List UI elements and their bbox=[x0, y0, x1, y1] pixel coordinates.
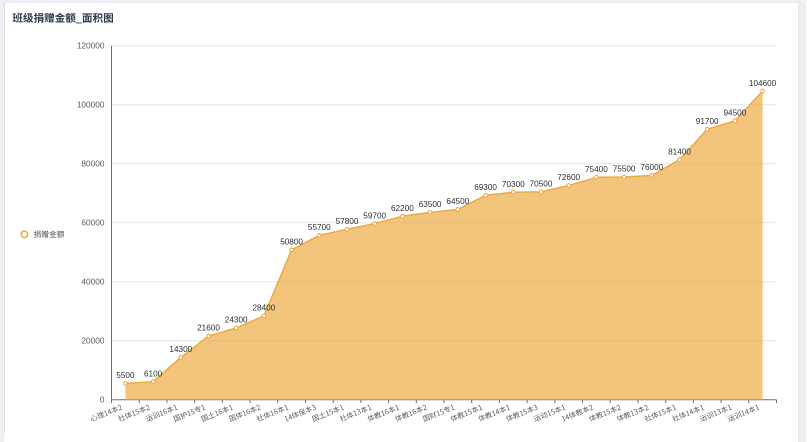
svg-text:64500: 64500 bbox=[446, 197, 469, 206]
svg-text:14300: 14300 bbox=[169, 345, 192, 354]
svg-text:70500: 70500 bbox=[530, 179, 553, 188]
svg-text:55700: 55700 bbox=[308, 223, 331, 232]
svg-text:20000: 20000 bbox=[81, 335, 104, 345]
svg-text:76000: 76000 bbox=[640, 163, 663, 172]
svg-text:24300: 24300 bbox=[225, 316, 248, 325]
svg-text:63500: 63500 bbox=[419, 200, 442, 209]
svg-text:0: 0 bbox=[100, 394, 105, 404]
svg-text:5500: 5500 bbox=[116, 371, 135, 380]
svg-text:59700: 59700 bbox=[363, 211, 386, 220]
svg-text:104600: 104600 bbox=[749, 79, 777, 88]
svg-text:21600: 21600 bbox=[197, 324, 220, 333]
svg-text:70300: 70300 bbox=[502, 180, 525, 189]
svg-text:80000: 80000 bbox=[81, 158, 104, 168]
svg-text:60000: 60000 bbox=[81, 217, 104, 227]
svg-text:81400: 81400 bbox=[668, 147, 691, 156]
svg-text:6100: 6100 bbox=[144, 369, 163, 378]
svg-text:57800: 57800 bbox=[336, 217, 359, 226]
svg-text:94500: 94500 bbox=[724, 109, 747, 118]
svg-text:91700: 91700 bbox=[696, 117, 719, 126]
svg-text:100000: 100000 bbox=[77, 99, 105, 109]
svg-text:120000: 120000 bbox=[77, 40, 105, 50]
svg-text:75400: 75400 bbox=[585, 165, 608, 174]
svg-text:75500: 75500 bbox=[613, 165, 636, 174]
svg-text:50800: 50800 bbox=[280, 238, 303, 247]
svg-text:40000: 40000 bbox=[81, 276, 104, 286]
svg-text:62200: 62200 bbox=[391, 204, 414, 213]
svg-text:72600: 72600 bbox=[557, 173, 580, 182]
svg-text:69300: 69300 bbox=[474, 183, 497, 192]
svg-text:28400: 28400 bbox=[253, 304, 276, 313]
